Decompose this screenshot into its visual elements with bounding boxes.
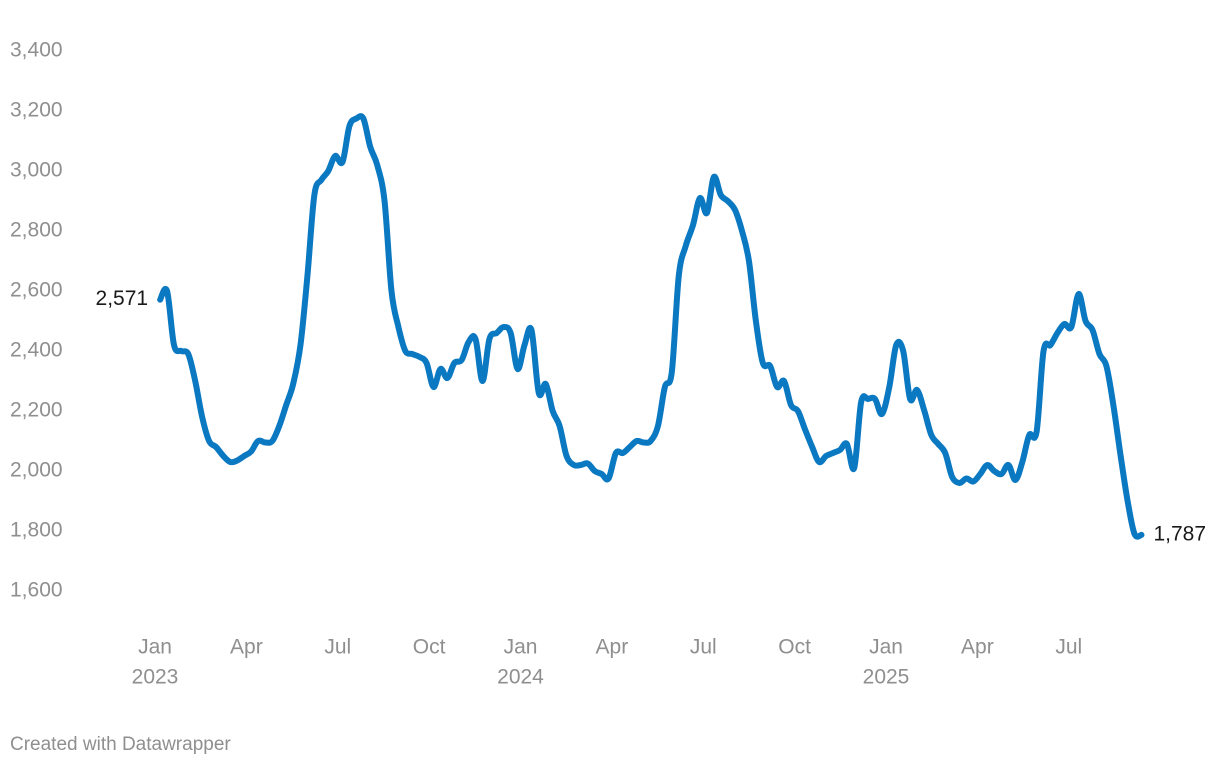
x-year-label: 2023: [132, 666, 179, 689]
x-tick-label: Jan: [869, 636, 903, 659]
x-tick-label: Jul: [1055, 636, 1082, 659]
y-tick-label: 1,800: [10, 519, 63, 542]
value-label: 2,571: [96, 287, 149, 310]
y-tick-label: 2,800: [10, 219, 63, 242]
x-tick-label: Apr: [596, 636, 629, 659]
line: [157, 113, 1145, 540]
y-tick-label: 2,200: [10, 399, 63, 422]
x-tick-label: Jan: [138, 636, 172, 659]
x-tick-label: Apr: [961, 636, 994, 659]
x-tick-label: Jul: [324, 636, 351, 659]
y-tick-label: 1,600: [10, 579, 63, 602]
x-tick-label: Jul: [690, 636, 717, 659]
x-year-label: 2025: [863, 666, 910, 689]
credit: Created with Datawrapper: [10, 734, 231, 755]
x-tick-label: Jan: [504, 636, 538, 659]
y-tick-label: 2,400: [10, 339, 63, 362]
x-year-label: 2024: [497, 666, 544, 689]
value-label: 1,787: [1153, 522, 1206, 545]
x-tick-label: Apr: [230, 636, 263, 659]
y-tick-label: 3,400: [10, 39, 63, 62]
y-tick-label: 3,000: [10, 159, 63, 182]
y-tick-label: 3,200: [10, 99, 63, 122]
y-tick-label: 2,000: [10, 459, 63, 482]
y-tick-label: 2,600: [10, 279, 63, 302]
x-tick-label: Oct: [778, 636, 811, 659]
x-tick-label: Oct: [413, 636, 446, 659]
